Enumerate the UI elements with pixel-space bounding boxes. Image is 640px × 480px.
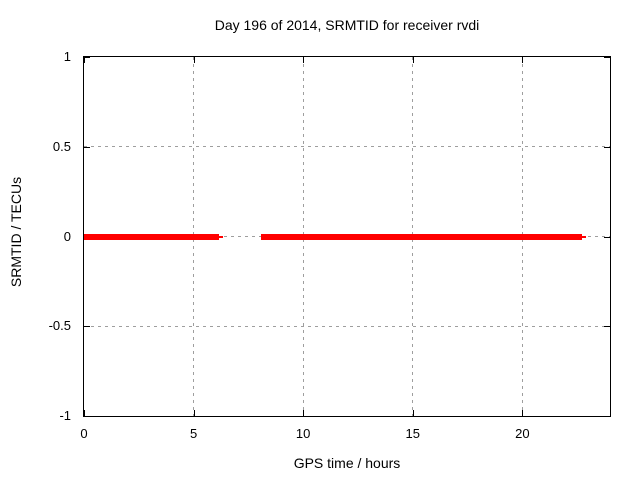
tick-mark <box>604 57 610 58</box>
tick-mark <box>604 236 610 238</box>
y-tick-label: -0.5 <box>48 318 71 334</box>
y-tick-label: -1 <box>59 408 71 423</box>
x-tick-label: 5 <box>189 426 198 441</box>
tick-mark <box>193 57 195 63</box>
tick-mark <box>604 416 610 417</box>
tick-mark <box>193 410 195 416</box>
x-tick-label: 10 <box>295 426 311 441</box>
y-tick-label: 1 <box>63 49 71 64</box>
x-tick-label: 20 <box>515 426 530 441</box>
data-segment <box>84 233 220 240</box>
grid-line-horizontal <box>84 325 610 327</box>
tick-mark <box>84 410 85 416</box>
tick-mark <box>412 57 414 63</box>
data-segment <box>219 235 224 238</box>
x-tick-label: 0 <box>80 426 88 441</box>
x-axis-label: GPS time / hours <box>293 455 401 471</box>
tick-mark <box>522 410 524 416</box>
chart-title: Day 196 of 2014, SRMTID for receiver rvd… <box>214 17 480 33</box>
tick-mark <box>84 146 90 148</box>
plot-area <box>83 56 611 417</box>
x-tick-label: 15 <box>405 426 420 441</box>
tick-mark <box>84 57 90 58</box>
y-tick-label: 0 <box>63 228 71 244</box>
data-segment <box>582 235 587 238</box>
tick-mark <box>604 146 610 148</box>
tick-mark <box>84 326 90 328</box>
tick-mark <box>84 57 85 63</box>
y-tick-label: 0.5 <box>52 138 71 154</box>
tick-mark <box>604 326 610 328</box>
tick-mark <box>522 57 524 63</box>
tick-mark <box>303 410 305 416</box>
tick-mark <box>303 57 305 63</box>
tick-mark <box>84 416 90 417</box>
data-segment <box>261 233 583 240</box>
grid-line-horizontal <box>84 146 610 148</box>
tick-mark <box>412 410 414 416</box>
